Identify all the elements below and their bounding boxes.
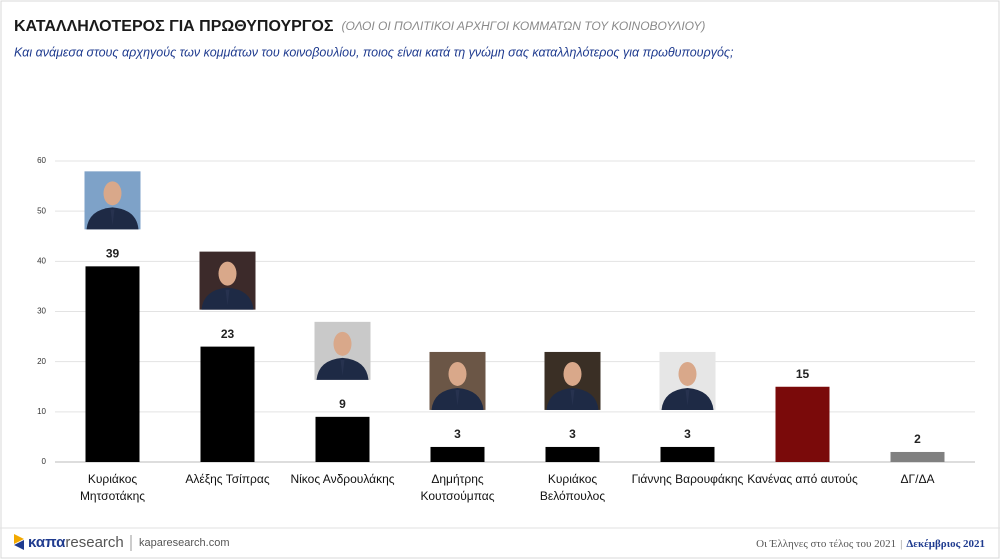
bar [200, 346, 255, 462]
bar [890, 451, 945, 462]
portrait-part [448, 361, 467, 386]
portrait [544, 351, 601, 410]
footer-right: Οι Έλληνες στο τέλος του 2021 | Δεκέμβριος… [756, 538, 985, 550]
x-tick-label: Κανένας από αυτούς [747, 472, 858, 486]
value-label: 23 [221, 327, 235, 341]
x-tick-label: ΔΓ/ΔΑ [900, 472, 935, 486]
y-tick-label: 10 [37, 407, 46, 416]
brand: καπαresearch [28, 534, 124, 551]
brand-a: καπα [28, 534, 66, 551]
portrait [199, 251, 256, 310]
portrait-part [678, 361, 697, 386]
x-tick-label: Κυριάκος Μητσοτάκης [79, 472, 146, 503]
brand-b: research [65, 534, 123, 551]
y-tick-label: 40 [37, 256, 46, 265]
value-label: 15 [796, 367, 810, 381]
value-label: 3 [569, 427, 576, 441]
portrait [429, 351, 486, 410]
portrait-part [455, 389, 460, 406]
logo-mark [14, 540, 24, 550]
y-tick-label: 20 [37, 357, 46, 366]
portrait-part [340, 359, 345, 376]
portrait-part [110, 209, 115, 226]
x-tick-label: Γιάννης Βαρουφάκης [631, 472, 744, 486]
bar [660, 446, 715, 462]
portrait-part [103, 181, 122, 206]
title: ΚΑΤΑΛΛΗΛΟΤΕΡΟΣ ΓΙΑ ΠΡΩΘΥΠΟΥΡΓΟΣ [14, 18, 334, 35]
y-tick-label: 0 [42, 457, 47, 466]
value-label: 39 [106, 247, 120, 261]
bar [430, 446, 485, 462]
value-label: 9 [339, 397, 346, 411]
bar [545, 446, 600, 462]
value-label: 3 [684, 427, 691, 441]
value-label: 2 [914, 432, 921, 446]
logo: καπαresearch kaparesearch.com [14, 534, 230, 551]
y-tick-label: 60 [37, 156, 46, 165]
bar [315, 416, 370, 462]
y-tick-label: 50 [37, 206, 46, 215]
portrait [314, 321, 371, 380]
portrait-part [225, 289, 230, 306]
portrait-part [563, 361, 582, 386]
site: kaparesearch.com [139, 537, 230, 549]
x-tick-label: Δημήτρης Κουτσούμπας [420, 472, 495, 503]
x-tick-label: Αλέξης Τσίπρας [185, 472, 270, 486]
chart-title: ΚΑΤΑΛΛΗΛΟΤΕΡΟΣ ΓΙΑ ΠΡΩΘΥΠΟΥΡΓΟΣ (ΟΛΟΙ ΟΙ … [14, 18, 705, 35]
bar [775, 386, 830, 462]
portrait-part [218, 261, 237, 286]
subtitle: (ΟΛΟΙ ΟΙ ΠΟΛΙΤΙΚΟΙ ΑΡΧΗΓΟΙ ΚΟΜΜΑΤΩΝ ΤΟΥ … [341, 19, 705, 33]
x-tick-label: Κυριάκος Βελόπουλος [539, 472, 606, 503]
portrait [84, 171, 141, 230]
separator: | [900, 538, 902, 550]
value-label: 3 [454, 427, 461, 441]
question: Και ανάμεσα στους αρχηγούς των κομμάτων … [14, 45, 734, 59]
survey: Οι Έλληνες στο τέλος του 2021 [756, 538, 896, 550]
portrait-part [685, 389, 690, 406]
bar [85, 266, 140, 462]
date: Δεκέμβριος 2021 [906, 538, 985, 550]
portrait [659, 351, 716, 410]
portrait-part [570, 389, 575, 406]
logo-mark [14, 534, 24, 544]
x-tick-label: Νίκος Ανδρουλάκης [290, 472, 395, 486]
y-tick-label: 30 [37, 307, 46, 316]
portrait-part [333, 331, 352, 356]
